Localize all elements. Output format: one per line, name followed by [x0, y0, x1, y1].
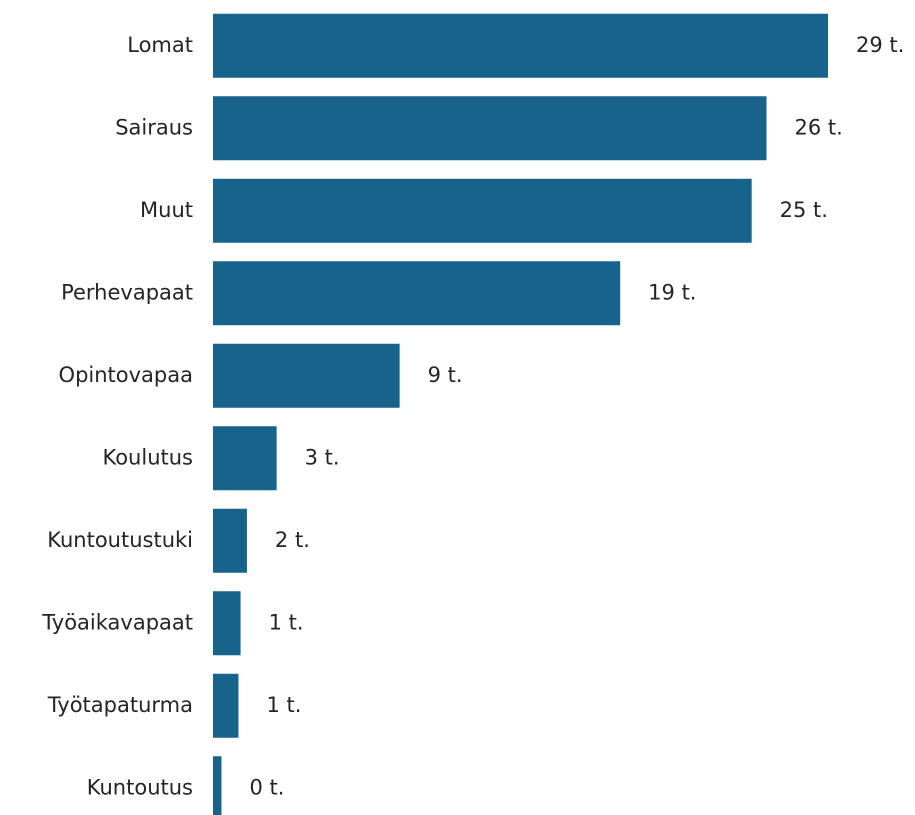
data-label: 0 t. — [249, 775, 284, 799]
bar — [213, 756, 222, 815]
category-label: Muut — [140, 198, 193, 222]
bar — [213, 673, 239, 738]
bar — [213, 591, 241, 656]
category-label: Työtapaturma — [47, 693, 193, 717]
bar — [213, 426, 277, 491]
data-label: 2 t. — [275, 528, 310, 552]
category-label: Kuntoutus — [87, 775, 193, 799]
data-label: 25 t. — [780, 198, 828, 222]
data-label: 29 t. — [856, 33, 904, 57]
category-label: Sairaus — [115, 115, 193, 139]
data-label: 26 t. — [795, 115, 843, 139]
category-label: Kuntoutustuki — [47, 528, 193, 552]
bar — [213, 13, 828, 78]
data-label: 1 t. — [269, 610, 304, 634]
bar — [213, 96, 767, 161]
data-label: 19 t. — [648, 280, 696, 304]
category-label: Lomat — [127, 33, 193, 57]
bar — [213, 343, 400, 408]
category-label: Opintovapaa — [59, 363, 193, 387]
data-label: 9 t. — [428, 363, 463, 387]
bar — [213, 261, 621, 326]
category-label: Perhevapaat — [61, 280, 193, 304]
data-label: 1 t. — [266, 693, 301, 717]
data-label: 3 t. — [305, 445, 340, 469]
category-label: Koulutus — [102, 445, 193, 469]
bar — [213, 178, 752, 243]
bar — [213, 508, 247, 573]
category-label: Työaikavapaat — [41, 610, 193, 634]
